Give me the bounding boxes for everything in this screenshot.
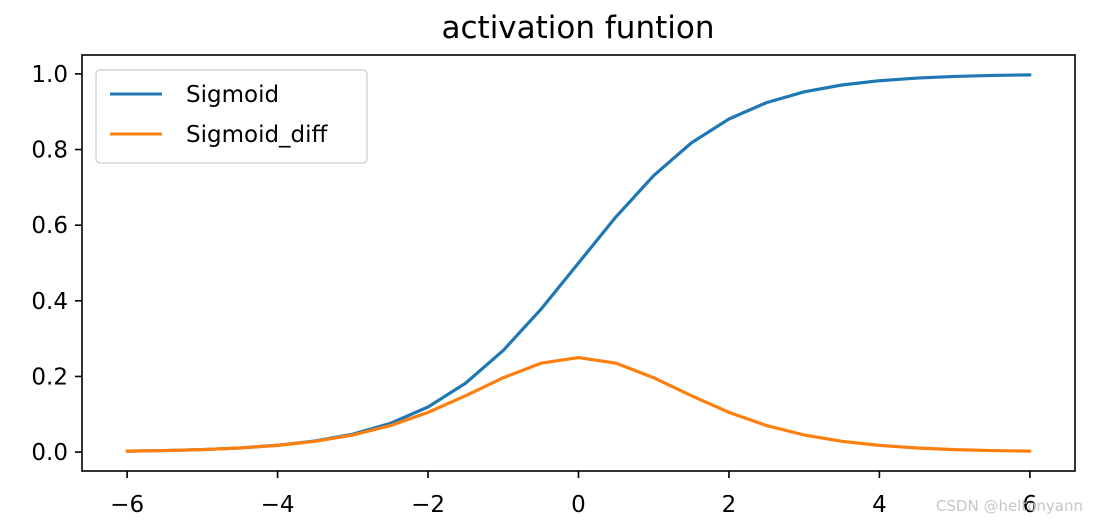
x-tick-label: −6	[110, 492, 144, 518]
x-tick-label: 0	[571, 492, 586, 518]
legend-box	[95, 69, 368, 164]
chart-title: activation funtion	[442, 10, 715, 46]
plot-lines	[125, 73, 1032, 453]
y-tick-label: 0.6	[31, 213, 68, 239]
x-tick-label: 2	[722, 492, 737, 518]
x-tick-label: −2	[411, 492, 445, 518]
y-tick-label: 0.2	[31, 364, 68, 390]
x-tick-label: 6	[1023, 492, 1038, 518]
legend-label-sigmoid-diff: Sigmoid_diff	[186, 122, 329, 148]
y-axis: 0.0 0.2 0.4 0.6 0.8 1.0	[31, 62, 82, 466]
y-tick-label: 1.0	[31, 62, 68, 88]
legend: Sigmoid Sigmoid_diff	[95, 69, 368, 164]
x-tick-label: 4	[872, 492, 887, 518]
series-line-sigmoid-diff	[125, 355, 1032, 453]
legend-label-sigmoid: Sigmoid	[186, 82, 279, 108]
x-tick-label: −4	[261, 492, 295, 518]
y-tick-label: 0.4	[31, 289, 68, 315]
watermark-text: CSDN @heltonyann	[936, 497, 1083, 515]
y-tick-label: 0.8	[31, 138, 68, 164]
y-tick-label: 0.0	[31, 440, 68, 466]
x-axis: −6 −4 −2 0 2 4 6	[110, 471, 1037, 518]
